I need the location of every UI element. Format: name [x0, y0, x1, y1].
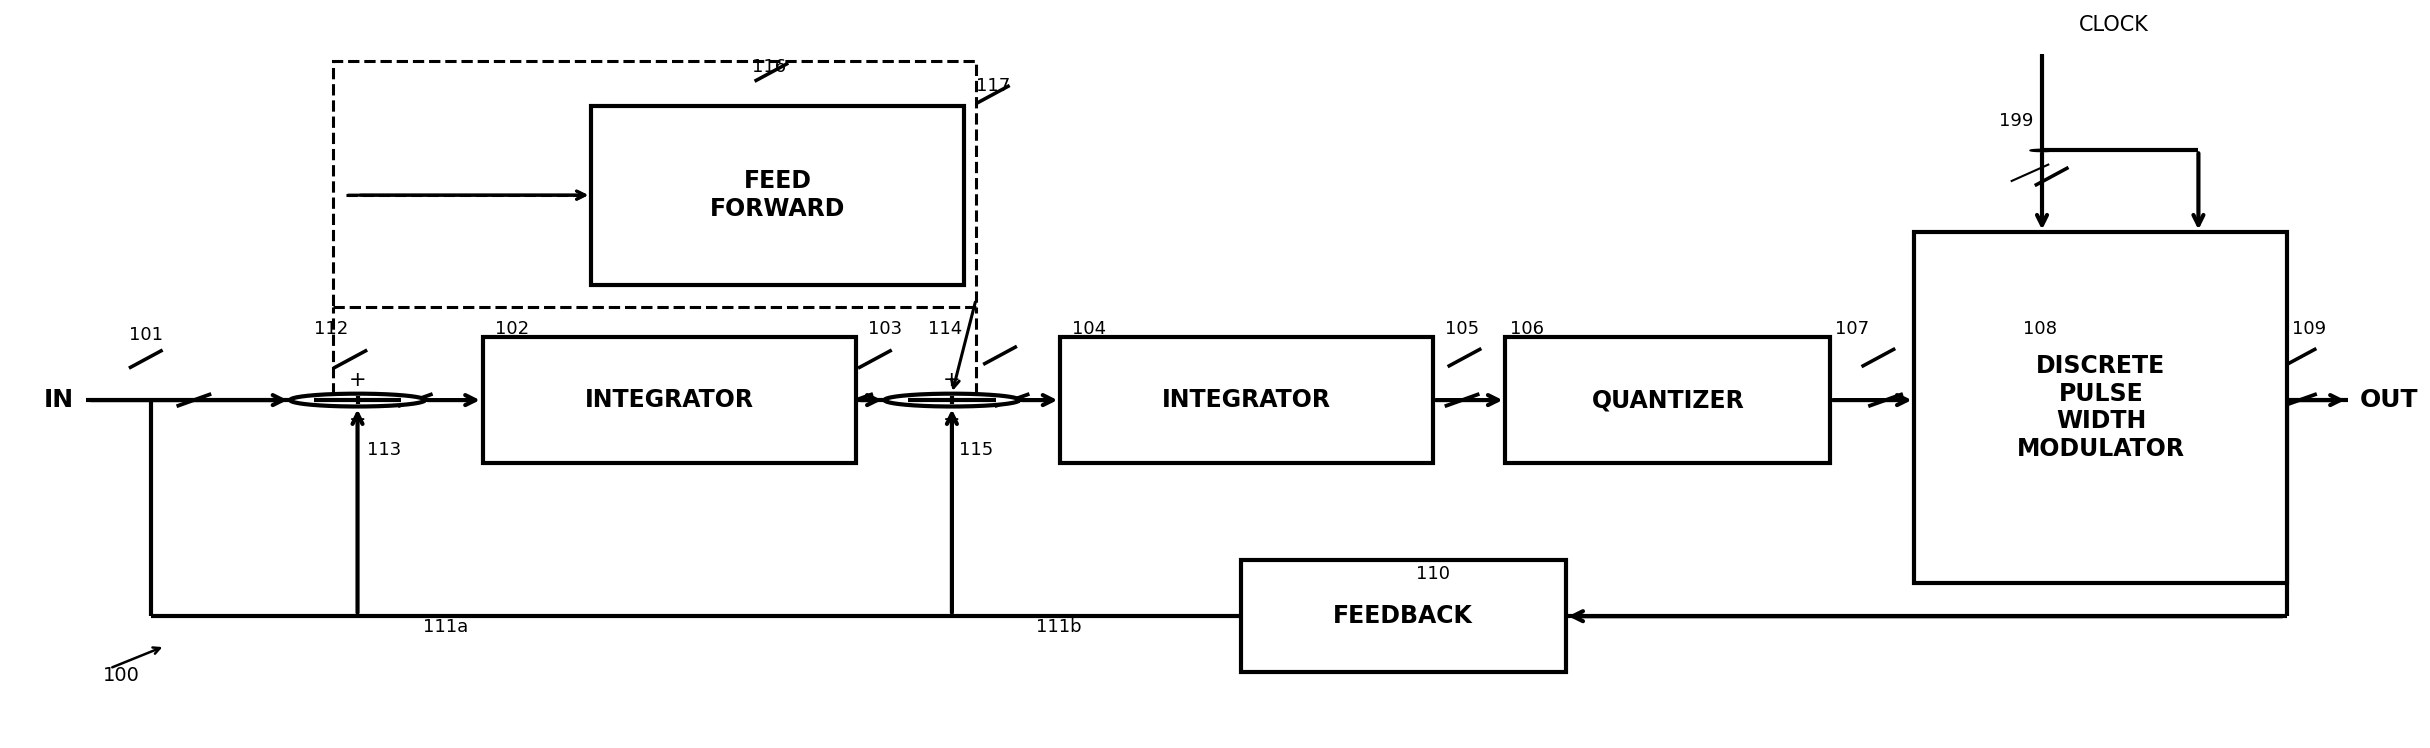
Text: OUT: OUT [2360, 388, 2418, 412]
Text: DISCRETE
PULSE
WIDTH
MODULATOR: DISCRETE PULSE WIDTH MODULATOR [2017, 354, 2185, 462]
Text: 105: 105 [1446, 320, 1480, 338]
Polygon shape [2029, 150, 2053, 152]
Text: FEED
FORWARD: FEED FORWARD [710, 169, 846, 221]
Text: 108: 108 [2022, 320, 2056, 338]
Text: 107: 107 [1835, 320, 1869, 338]
Polygon shape [139, 399, 163, 401]
Text: 199: 199 [2000, 111, 2034, 129]
Bar [590, 105, 965, 284]
Bar [1915, 233, 2287, 583]
Text: 110: 110 [1417, 565, 1451, 583]
Text: 106: 106 [1509, 320, 1543, 338]
Text: 115: 115 [960, 441, 994, 459]
Bar [484, 337, 855, 464]
Text: +: + [943, 370, 960, 390]
Text: 102: 102 [496, 320, 530, 338]
Text: 104: 104 [1072, 320, 1106, 338]
Text: 113: 113 [367, 441, 401, 459]
Text: 109: 109 [2291, 320, 2326, 338]
Text: QUANTIZER: QUANTIZER [1592, 388, 1745, 412]
Text: IN: IN [44, 388, 73, 412]
Polygon shape [885, 393, 1018, 406]
Bar [1059, 337, 1434, 464]
Text: −: − [350, 410, 367, 430]
Text: 116: 116 [753, 58, 787, 76]
Text: 112: 112 [313, 320, 347, 338]
Text: −: − [943, 410, 960, 430]
Text: 100: 100 [102, 666, 139, 685]
Text: INTEGRATOR: INTEGRATOR [1162, 388, 1332, 412]
Text: 111a: 111a [423, 619, 467, 637]
Text: 101: 101 [129, 326, 163, 344]
Text: 114: 114 [928, 320, 962, 338]
Text: CLOCK: CLOCK [2080, 15, 2148, 35]
Text: 111b: 111b [1035, 619, 1081, 637]
Text: FEEDBACK: FEEDBACK [1334, 604, 1473, 628]
Text: 117: 117 [977, 76, 1011, 94]
Bar [1242, 560, 1565, 672]
Text: +: + [350, 370, 367, 390]
Text: INTEGRATOR: INTEGRATOR [586, 388, 753, 412]
Bar [1504, 337, 1830, 464]
Polygon shape [289, 393, 425, 406]
Text: 103: 103 [868, 320, 902, 338]
Polygon shape [170, 399, 194, 401]
Bar [333, 61, 977, 307]
